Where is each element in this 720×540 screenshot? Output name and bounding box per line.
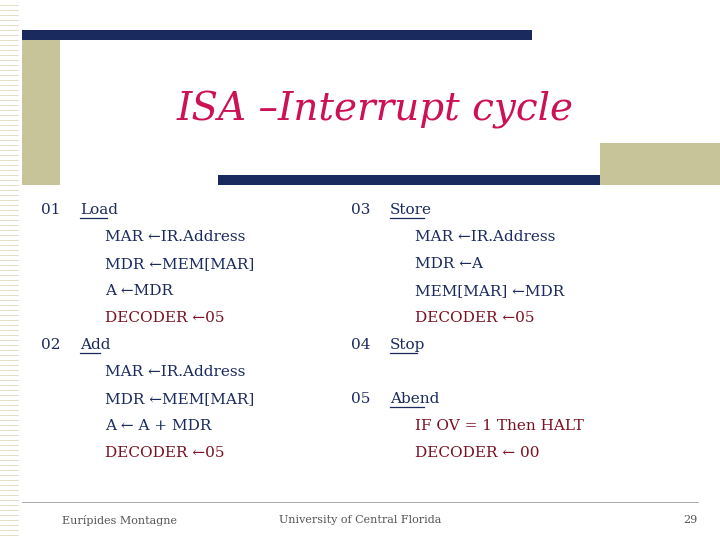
Bar	[22, 35, 60, 185]
Text: DECODER ←05: DECODER ←05	[105, 311, 225, 325]
Bar	[218, 175, 720, 185]
Text: Abend: Abend	[390, 392, 439, 406]
Text: Eurípides Montagne: Eurípides Montagne	[62, 515, 177, 525]
Text: 29: 29	[684, 515, 698, 525]
Text: 03: 03	[351, 203, 370, 217]
Text: Store: Store	[390, 203, 432, 217]
Text: 04: 04	[351, 338, 370, 352]
Text: 01: 01	[40, 203, 60, 217]
Text: MAR ←IR.Address: MAR ←IR.Address	[105, 230, 246, 244]
Text: 05: 05	[351, 392, 370, 406]
Text: MDR ←A: MDR ←A	[415, 257, 483, 271]
Text: DECODER ← 00: DECODER ← 00	[415, 446, 539, 460]
Text: ISA –Interrupt cycle: ISA –Interrupt cycle	[176, 91, 574, 129]
Text: MAR ←IR.Address: MAR ←IR.Address	[415, 230, 555, 244]
Text: DECODER ←05: DECODER ←05	[105, 446, 225, 460]
Bar	[600, 143, 720, 185]
Text: MDR ←MEM[MAR]: MDR ←MEM[MAR]	[105, 257, 254, 271]
Text: Stop: Stop	[390, 338, 426, 352]
Text: 02: 02	[40, 338, 60, 352]
Text: MEM[MAR] ←MDR: MEM[MAR] ←MDR	[415, 284, 564, 298]
Text: MAR ←IR.Address: MAR ←IR.Address	[105, 365, 246, 379]
Bar	[22, 30, 532, 40]
Text: Load: Load	[80, 203, 118, 217]
Text: University of Central Florida: University of Central Florida	[279, 515, 441, 525]
Text: MDR ←MEM[MAR]: MDR ←MEM[MAR]	[105, 392, 254, 406]
Text: A ← A + MDR: A ← A + MDR	[105, 419, 212, 433]
Text: Add: Add	[80, 338, 110, 352]
Text: DECODER ←05: DECODER ←05	[415, 311, 534, 325]
Text: A ←MDR: A ←MDR	[105, 284, 173, 298]
Text: IF OV = 1 Then HALT: IF OV = 1 Then HALT	[415, 419, 584, 433]
